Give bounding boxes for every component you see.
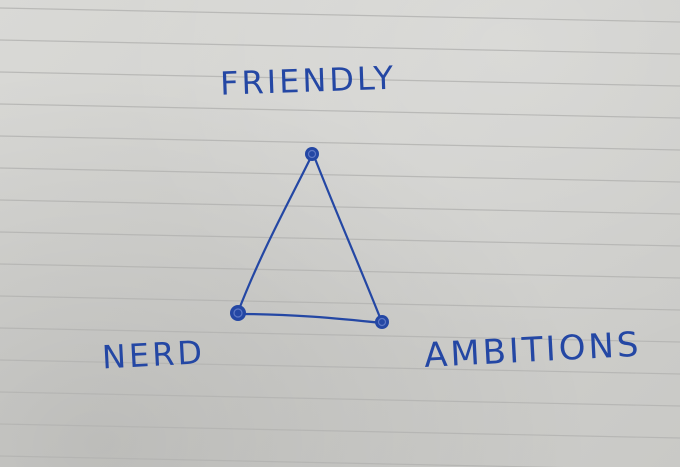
triangle-edge-left	[236, 153, 314, 314]
label-top: FRIENDLY	[219, 59, 396, 103]
vertex-right	[375, 315, 389, 329]
label-right: AMBITIONS	[423, 325, 642, 376]
label-left: NERD	[101, 333, 206, 376]
vertex-left	[230, 305, 246, 321]
triangle-edge-bottom	[238, 312, 384, 325]
triangle-edge-right	[312, 154, 383, 322]
vertex-top	[305, 147, 319, 161]
